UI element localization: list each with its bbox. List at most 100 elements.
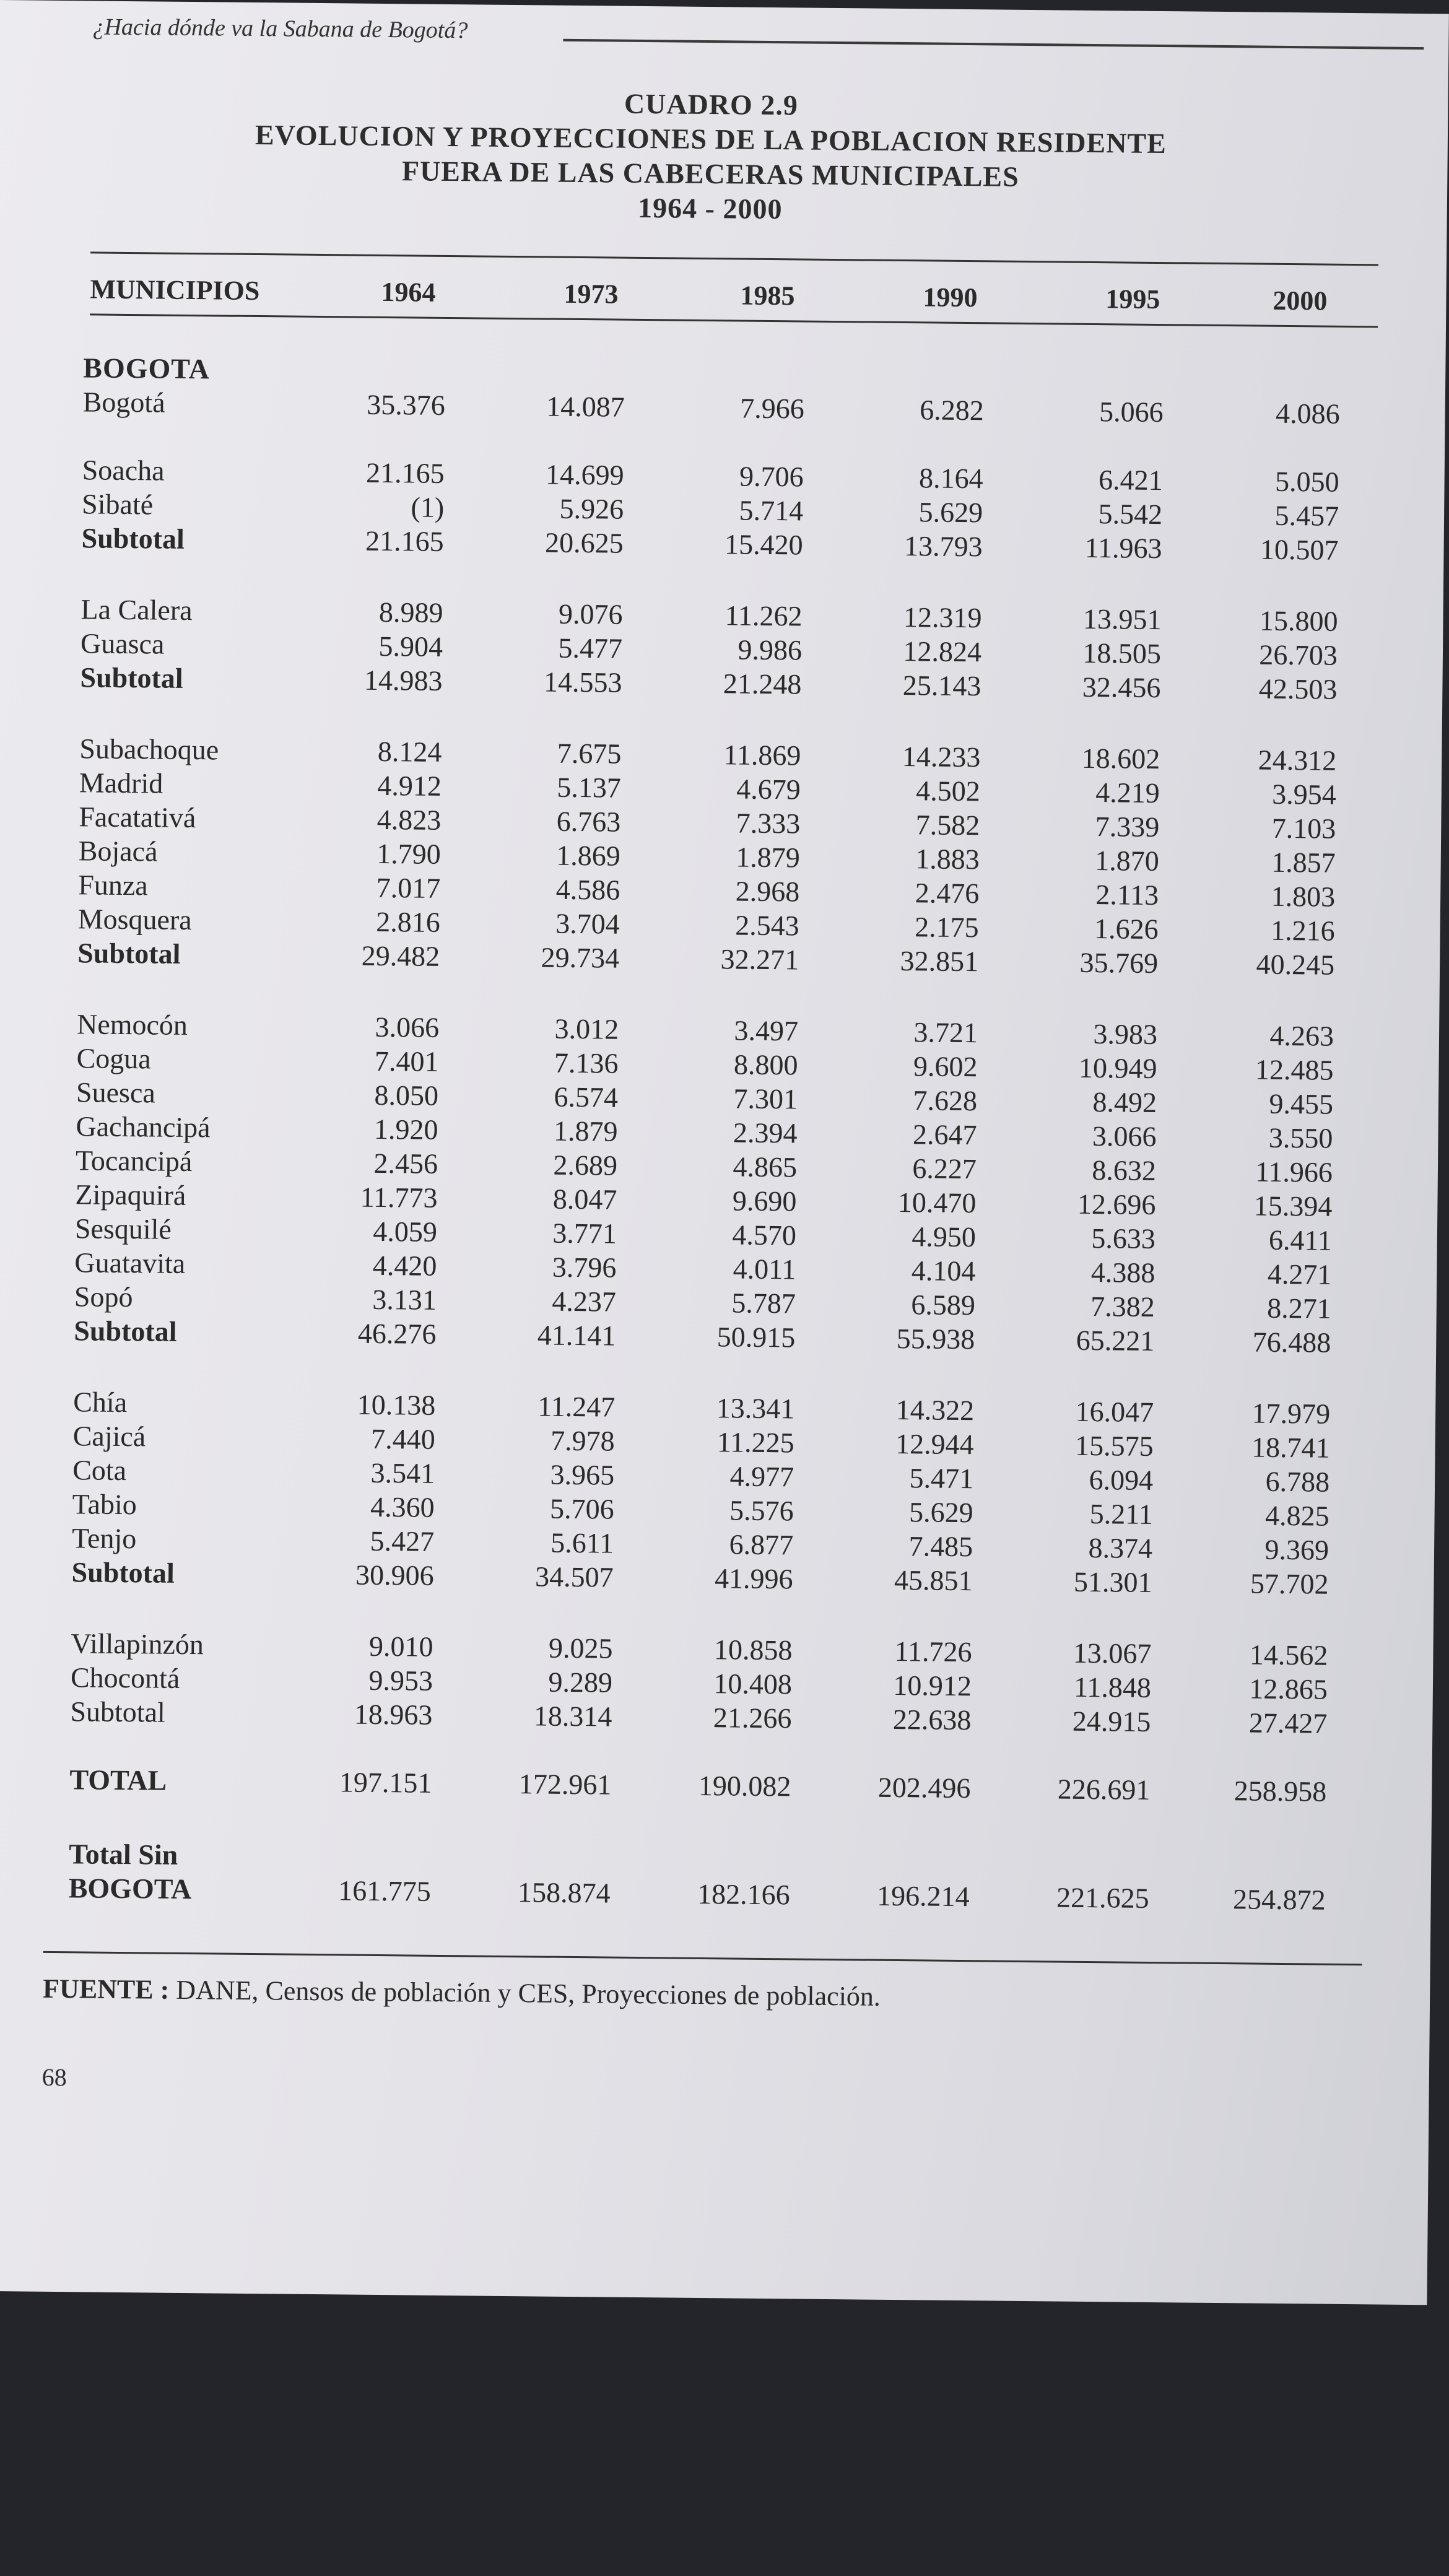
municipio-name: Chía (73, 1386, 128, 1419)
value-cell-1995: 221.625 (1056, 1881, 1149, 1914)
value-cell-1990: 4.104 (911, 1255, 976, 1287)
value-cell-2000: 254.872 (1232, 1883, 1326, 1916)
municipio-name: Subtotal (70, 1695, 166, 1728)
value-cell-1964: 10.138 (357, 1388, 436, 1421)
value-cell-1990: 32.851 (900, 945, 979, 978)
municipio-name: Subachoque (79, 733, 219, 766)
value-cell-1985: 6.877 (729, 1528, 794, 1561)
municipio-name: Madrid (79, 767, 163, 799)
value-cell-1990: 11.726 (894, 1635, 972, 1668)
value-cell-1964: 11.773 (360, 1181, 438, 1214)
value-cell-1964: 3.541 (370, 1456, 435, 1489)
value-cell-2000: 76.488 (1252, 1326, 1331, 1359)
value-cell-1985: 4.865 (733, 1151, 798, 1183)
value-cell-1990: 12.824 (903, 635, 982, 668)
value-cell-1973: 7.136 (554, 1046, 619, 1079)
municipio-name: Tenjo (71, 1522, 137, 1555)
value-cell-1973: 14.087 (546, 390, 625, 423)
value-cell-1964: 197.151 (339, 1766, 432, 1799)
municipio-name: Guasca (80, 627, 165, 660)
value-cell-1995: 65.221 (1076, 1324, 1155, 1357)
value-cell-1964: 9.010 (368, 1630, 433, 1663)
value-cell-1990: 1.883 (915, 843, 980, 876)
municipio-name: Sopó (74, 1281, 133, 1313)
value-cell-1995: 15.575 (1074, 1429, 1154, 1462)
value-cell-1985: 11.225 (716, 1426, 794, 1459)
value-cell-2000: 11.966 (1255, 1155, 1333, 1188)
municipio-name: Cajicá (72, 1420, 146, 1453)
value-cell-2000: 57.702 (1250, 1567, 1329, 1600)
value-cell-1964: 7.401 (374, 1045, 439, 1077)
value-cell-1990: 14.322 (895, 1393, 975, 1427)
value-cell-1973: 34.507 (534, 1560, 614, 1593)
value-cell-1973: 14.553 (543, 666, 622, 698)
value-cell-1973: 6.763 (556, 805, 621, 838)
value-cell-1973: 3.771 (552, 1217, 617, 1250)
value-cell-1985: 5.714 (739, 494, 804, 527)
value-cell-1990: 6.282 (919, 394, 984, 427)
value-cell-1973: 158.874 (517, 1876, 611, 1909)
municipio-name: Nemocón (76, 1008, 188, 1041)
value-cell-1973: 1.879 (553, 1115, 618, 1147)
value-cell-1964: 3.131 (372, 1283, 437, 1316)
value-cell-1964: (1) (411, 491, 445, 523)
value-cell-1995: 2.113 (1095, 879, 1159, 912)
value-cell-1990: 55.938 (896, 1322, 975, 1355)
value-cell-1964: 30.906 (355, 1559, 434, 1591)
value-cell-2000: 10.507 (1260, 533, 1339, 566)
source-text: DANE, Censos de población y CES, Proyecc… (169, 1974, 881, 2012)
total-row: TOTAL 197.151 172.961 190.082 202.496 226.691… (0, 1762, 1432, 1810)
value-cell-1964: 4.420 (372, 1249, 437, 1282)
value-cell-1995: 5.066 (1099, 396, 1164, 429)
value-cell-2000: 26.703 (1259, 638, 1338, 671)
value-cell-1985: 8.800 (733, 1048, 798, 1081)
value-cell-1995: 18.505 (1082, 637, 1162, 670)
value-cell-1990: 5.471 (909, 1462, 974, 1495)
value-cell-2000: 6.788 (1265, 1465, 1330, 1498)
value-cell-1990: 5.629 (908, 1496, 973, 1529)
value-cell-1985: 7.333 (736, 807, 801, 840)
value-cell-2000: 24.312 (1258, 744, 1337, 777)
value-cell-1973: 5.137 (557, 771, 622, 804)
value-cell-1995: 8.492 (1092, 1086, 1157, 1119)
value-cell-2000: 9.369 (1264, 1533, 1329, 1566)
value-cell-2000: 4.086 (1275, 397, 1340, 430)
value-cell-1964: 35.376 (367, 388, 445, 421)
value-cell-1964: 3.066 (375, 1011, 440, 1043)
value-cell-1995: 6.421 (1098, 464, 1163, 497)
value-cell-2000: 3.550 (1268, 1121, 1333, 1154)
municipio-name: Subtotal (77, 937, 181, 970)
value-cell-1985: 11.262 (724, 599, 803, 632)
municipio-name: Soacha (82, 454, 165, 487)
value-cell-1990: 2.175 (914, 911, 979, 944)
value-cell-1985: 3.497 (734, 1014, 799, 1047)
value-cell-1985: 32.271 (720, 943, 799, 976)
municipio-name: BOGOTA (83, 352, 211, 385)
value-cell-1964: 7.440 (370, 1422, 435, 1455)
value-cell-1985: 21.266 (713, 1702, 792, 1734)
value-cell-2000: 4.263 (1269, 1019, 1334, 1052)
value-cell-1990: 5.629 (918, 496, 983, 529)
value-cell-1995: 51.301 (1073, 1565, 1152, 1598)
value-cell-1973: 6.574 (554, 1081, 619, 1113)
value-cell-1973: 2.689 (553, 1149, 618, 1181)
value-cell-1990: 7.628 (913, 1084, 978, 1117)
value-cell-1973: 9.025 (548, 1632, 613, 1664)
value-cell-2000: 3.954 (1272, 778, 1337, 811)
municipio-name: Cogua (76, 1042, 151, 1075)
value-cell-1985: 41.996 (714, 1562, 793, 1595)
value-cell-1990: 9.602 (913, 1050, 978, 1083)
value-cell-1973: 4.586 (555, 873, 620, 906)
value-cell-1985: 9.986 (738, 633, 803, 666)
value-cell-1973: 14.699 (545, 458, 624, 491)
value-cell-2000: 258.958 (1234, 1775, 1327, 1808)
value-cell-2000: 1.857 (1271, 846, 1336, 879)
municipio-name: BOGOTA (68, 1872, 192, 1905)
value-cell-1973: 3.965 (550, 1458, 615, 1491)
value-cell-1985: 4.570 (732, 1219, 797, 1251)
value-cell-1990: 6.227 (912, 1152, 977, 1185)
value-cell-2000: 4.825 (1264, 1499, 1329, 1532)
municipio-name: Bojacá (78, 835, 158, 868)
value-cell-1973: 18.314 (533, 1700, 612, 1733)
value-cell-1964: 18.963 (354, 1698, 433, 1731)
